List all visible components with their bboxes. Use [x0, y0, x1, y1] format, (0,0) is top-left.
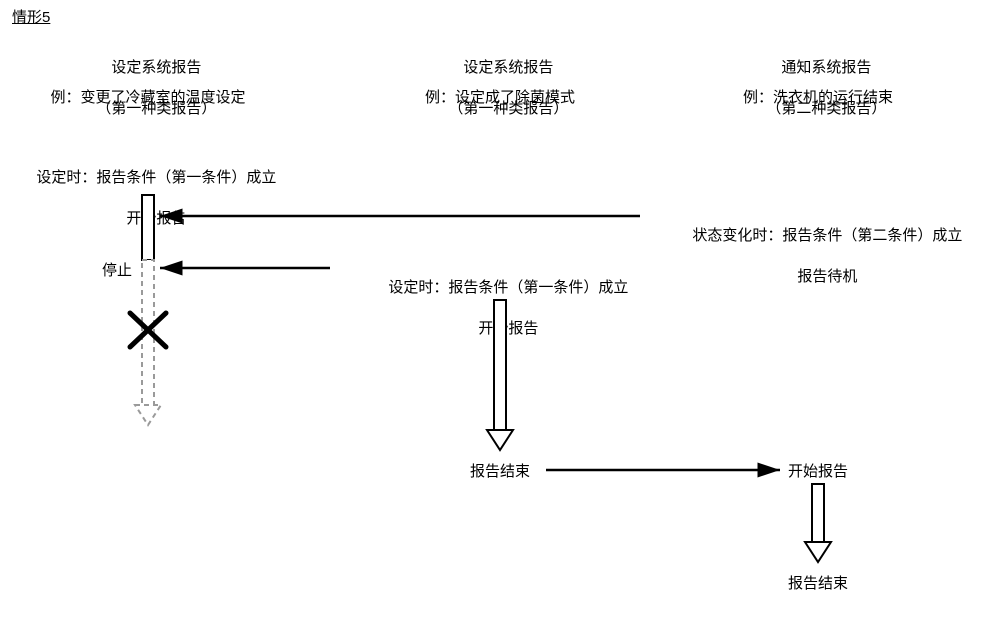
c3-hollow-arrow-icon [805, 484, 831, 562]
col1-heading-l1: 设定系统报告 [111, 59, 201, 76]
diagram-stage: 情形5 设定系统报告 （第一种类报告） 例：变更了冷藏室的温度设定 设定系统报告… [0, 0, 1000, 621]
c1-start-label: 设定时：报告条件（第一条件）成立 开始报告 [18, 148, 278, 249]
c3-end-label: 报告结束 [768, 574, 868, 594]
c2-end-label: 报告结束 [450, 462, 550, 482]
col2-heading-l1: 设定系统报告 [463, 59, 553, 76]
col2-example: 例：设定成了除菌模式 [400, 88, 600, 108]
col3-heading-l1: 通知系统报告 [781, 59, 871, 76]
cancel-x-icon [130, 313, 166, 347]
scenario-title: 情形5 [12, 6, 50, 27]
stop-label: 停止 [82, 261, 132, 281]
c1-start-l1: 设定时：报告条件（第一条件）成立 [36, 169, 276, 186]
c2-start-label: 设定时：报告条件（第一条件）成立 开始报告 [340, 258, 660, 359]
c3-start-label: 开始报告 [768, 462, 868, 482]
col1-example: 例：变更了冷藏室的温度设定 [38, 88, 258, 108]
c3-event-l2: 报告待机 [797, 268, 857, 285]
c3-event-l1: 状态变化时：报告条件（第二条件）成立 [692, 227, 962, 244]
c2-start-l1: 设定时：报告条件（第一条件）成立 [388, 279, 628, 296]
c3-event-label: 状态变化时：报告条件（第二条件）成立 报告待机 [654, 206, 984, 307]
c2-start-l2: 开始报告 [478, 320, 538, 337]
c1-start-l2: 开始报告 [126, 210, 186, 227]
col3-example: 例：洗衣机的运行结束 [718, 88, 918, 108]
